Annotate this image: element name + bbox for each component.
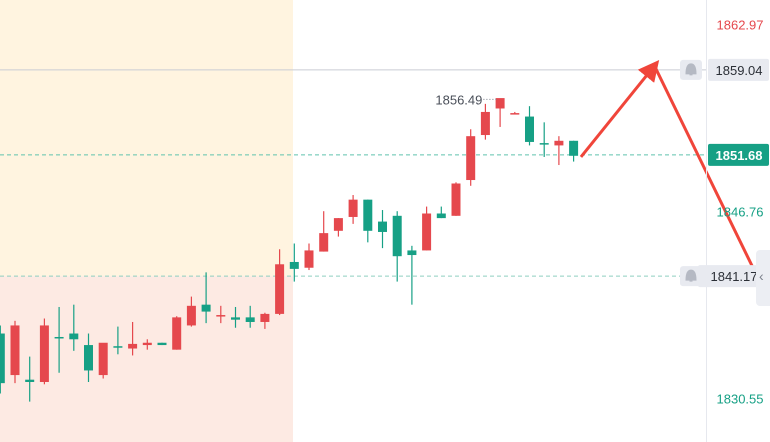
bell-icon-glyph bbox=[685, 269, 697, 282]
price-tag bbox=[698, 265, 769, 288]
forecast-arrow bbox=[579, 59, 660, 158]
forecast-arrow bbox=[653, 65, 764, 290]
candle-body bbox=[10, 325, 20, 376]
bell-icon-glyph bbox=[685, 63, 697, 76]
candle-body bbox=[98, 342, 108, 376]
candle-body bbox=[128, 343, 138, 349]
candle-body bbox=[260, 313, 270, 322]
candle-body bbox=[186, 305, 196, 326]
annotations-layer: 1856.49 bbox=[435, 59, 764, 290]
high-label: 1856.49 bbox=[435, 92, 482, 107]
candle-body bbox=[245, 317, 255, 322]
side-panel-collapse-handle[interactable]: ‹ bbox=[756, 250, 770, 306]
candle-body bbox=[436, 213, 446, 219]
zones-layer bbox=[0, 0, 293, 442]
candle-body bbox=[0, 333, 5, 384]
price-axis: 1862.97 1846.76 1830.55 1859.04 1851.68 1841.… bbox=[680, 0, 769, 442]
candle-body bbox=[480, 111, 490, 136]
candles-layer bbox=[0, 98, 579, 402]
candle-body bbox=[422, 213, 432, 251]
candle-body bbox=[510, 113, 520, 115]
candle-body bbox=[201, 304, 211, 312]
candle-body bbox=[495, 98, 505, 109]
candle-body bbox=[378, 221, 387, 232]
candle-body bbox=[525, 116, 534, 142]
candle-body bbox=[231, 317, 240, 320]
candle-body bbox=[554, 140, 564, 146]
price-lines-layer bbox=[0, 69, 706, 277]
candle-body bbox=[466, 136, 476, 181]
chevron-left-icon: ‹ bbox=[759, 268, 764, 284]
candle-body bbox=[113, 346, 123, 348]
candle-body bbox=[157, 342, 167, 346]
candle-body bbox=[69, 333, 79, 340]
candle-body bbox=[304, 250, 314, 268]
zone-upper bbox=[0, 0, 293, 277]
candle-body bbox=[363, 199, 373, 231]
candle-body bbox=[319, 233, 329, 252]
candle-body bbox=[39, 325, 49, 382]
candle-body bbox=[25, 379, 35, 382]
price-tag-label: 1859.04 bbox=[716, 63, 763, 78]
candle-body bbox=[289, 261, 299, 269]
candle-body bbox=[216, 315, 226, 317]
candle-body bbox=[569, 140, 579, 156]
price-tag bbox=[708, 58, 769, 81]
axis-tick-label: 1846.76 bbox=[717, 205, 764, 220]
candle-body bbox=[54, 336, 64, 339]
candle-body bbox=[84, 345, 93, 371]
price-tag-label: 1841.17 bbox=[711, 269, 758, 284]
price-tag bbox=[708, 143, 769, 166]
axis-tick-label: 1862.97 bbox=[717, 18, 764, 33]
candle-body bbox=[348, 199, 358, 217]
candle-body bbox=[539, 143, 549, 145]
candle-body bbox=[142, 342, 152, 346]
axis-tick-label: 1830.55 bbox=[717, 392, 764, 407]
candle-body bbox=[451, 183, 461, 216]
candle-body bbox=[275, 264, 285, 314]
candle-body bbox=[407, 250, 417, 256]
price-tag-label: 1851.68 bbox=[716, 148, 763, 163]
candle-body bbox=[333, 218, 343, 231]
candle-body bbox=[392, 215, 402, 257]
candle-body bbox=[172, 317, 182, 350]
